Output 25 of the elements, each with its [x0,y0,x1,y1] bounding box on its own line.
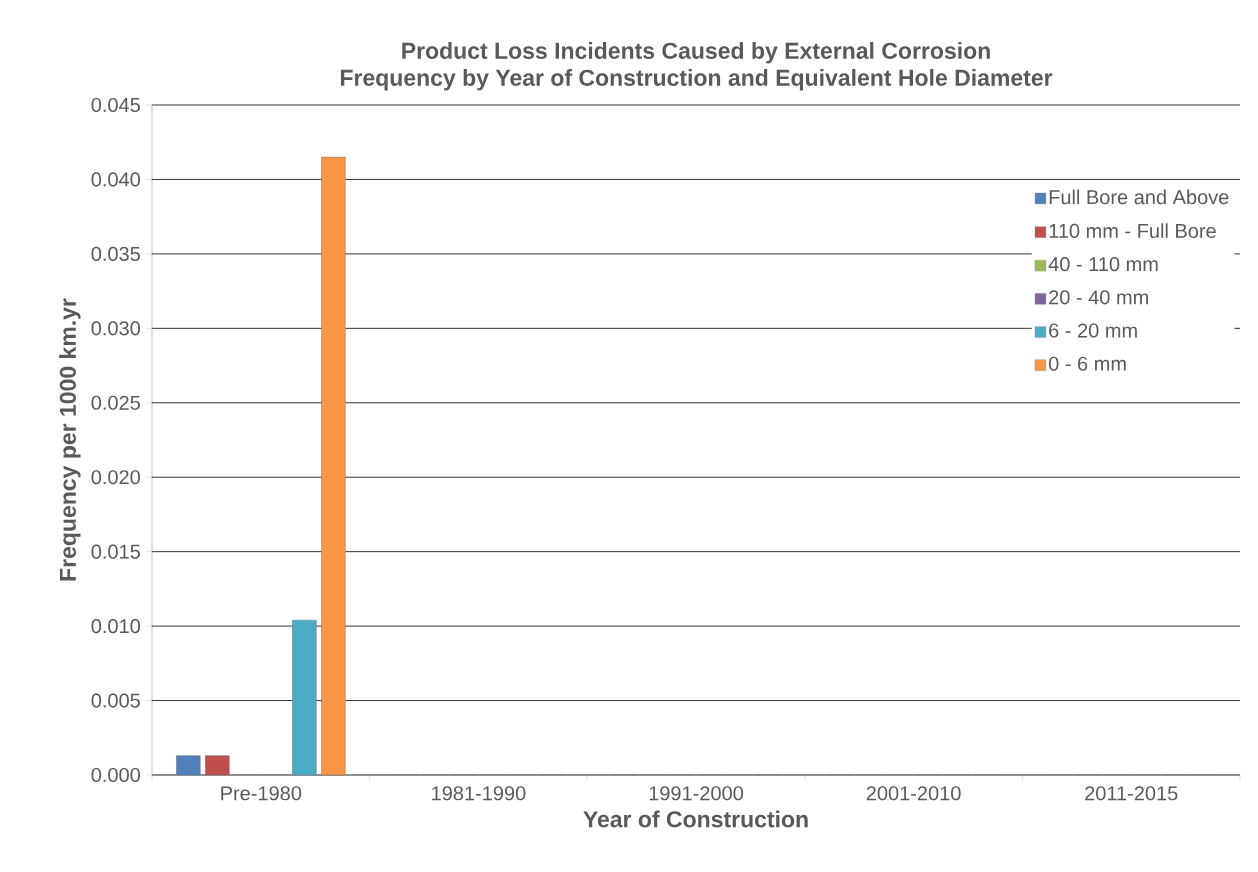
y-axis-title: Frequency per 1000 km.yr [59,298,81,581]
legend-label: 110 mm - Full Bore [1049,223,1216,238]
y-tick-label: 0.005 [91,693,140,708]
legend-label: 6 - 20 mm [1049,323,1137,338]
x-tick-label: 1981-1990 [432,786,526,801]
x-tick-label: Pre-1980 [221,786,302,801]
y-tick-label: 0.010 [91,619,141,634]
y-tick-label: 0.015 [91,544,140,559]
x-axis-title: Year of Construction [583,810,808,828]
x-tick-label: 2011-2015 [1085,786,1178,801]
y-tick-label: 0.040 [91,172,141,187]
y-tick-label: 0.000 [91,767,141,783]
y-tick-label: 0.035 [91,246,140,261]
legend-label: 0 - 6 mm [1048,356,1126,371]
legend-label: 40 - 110 mm [1048,257,1158,272]
y-tick-label: 0.030 [91,321,141,336]
y-tick-label: 0.020 [91,470,141,485]
chart-subtitle: Frequency by Year of Construction and Equivalent Hole Diameter [340,69,1053,91]
y-tick-label: 0.025 [91,395,140,410]
legend-label: Full Bore and Above [1049,189,1229,205]
y-tick-label: 0.045 [91,97,140,113]
legend-label: 20 - 40 mm [1049,290,1148,305]
chart-title: Product Loss Incidents Caused by External Corrosion [402,42,990,64]
x-tick-label: 2001-2010 [866,786,961,801]
x-tick-label: 1991-2000 [649,786,744,801]
